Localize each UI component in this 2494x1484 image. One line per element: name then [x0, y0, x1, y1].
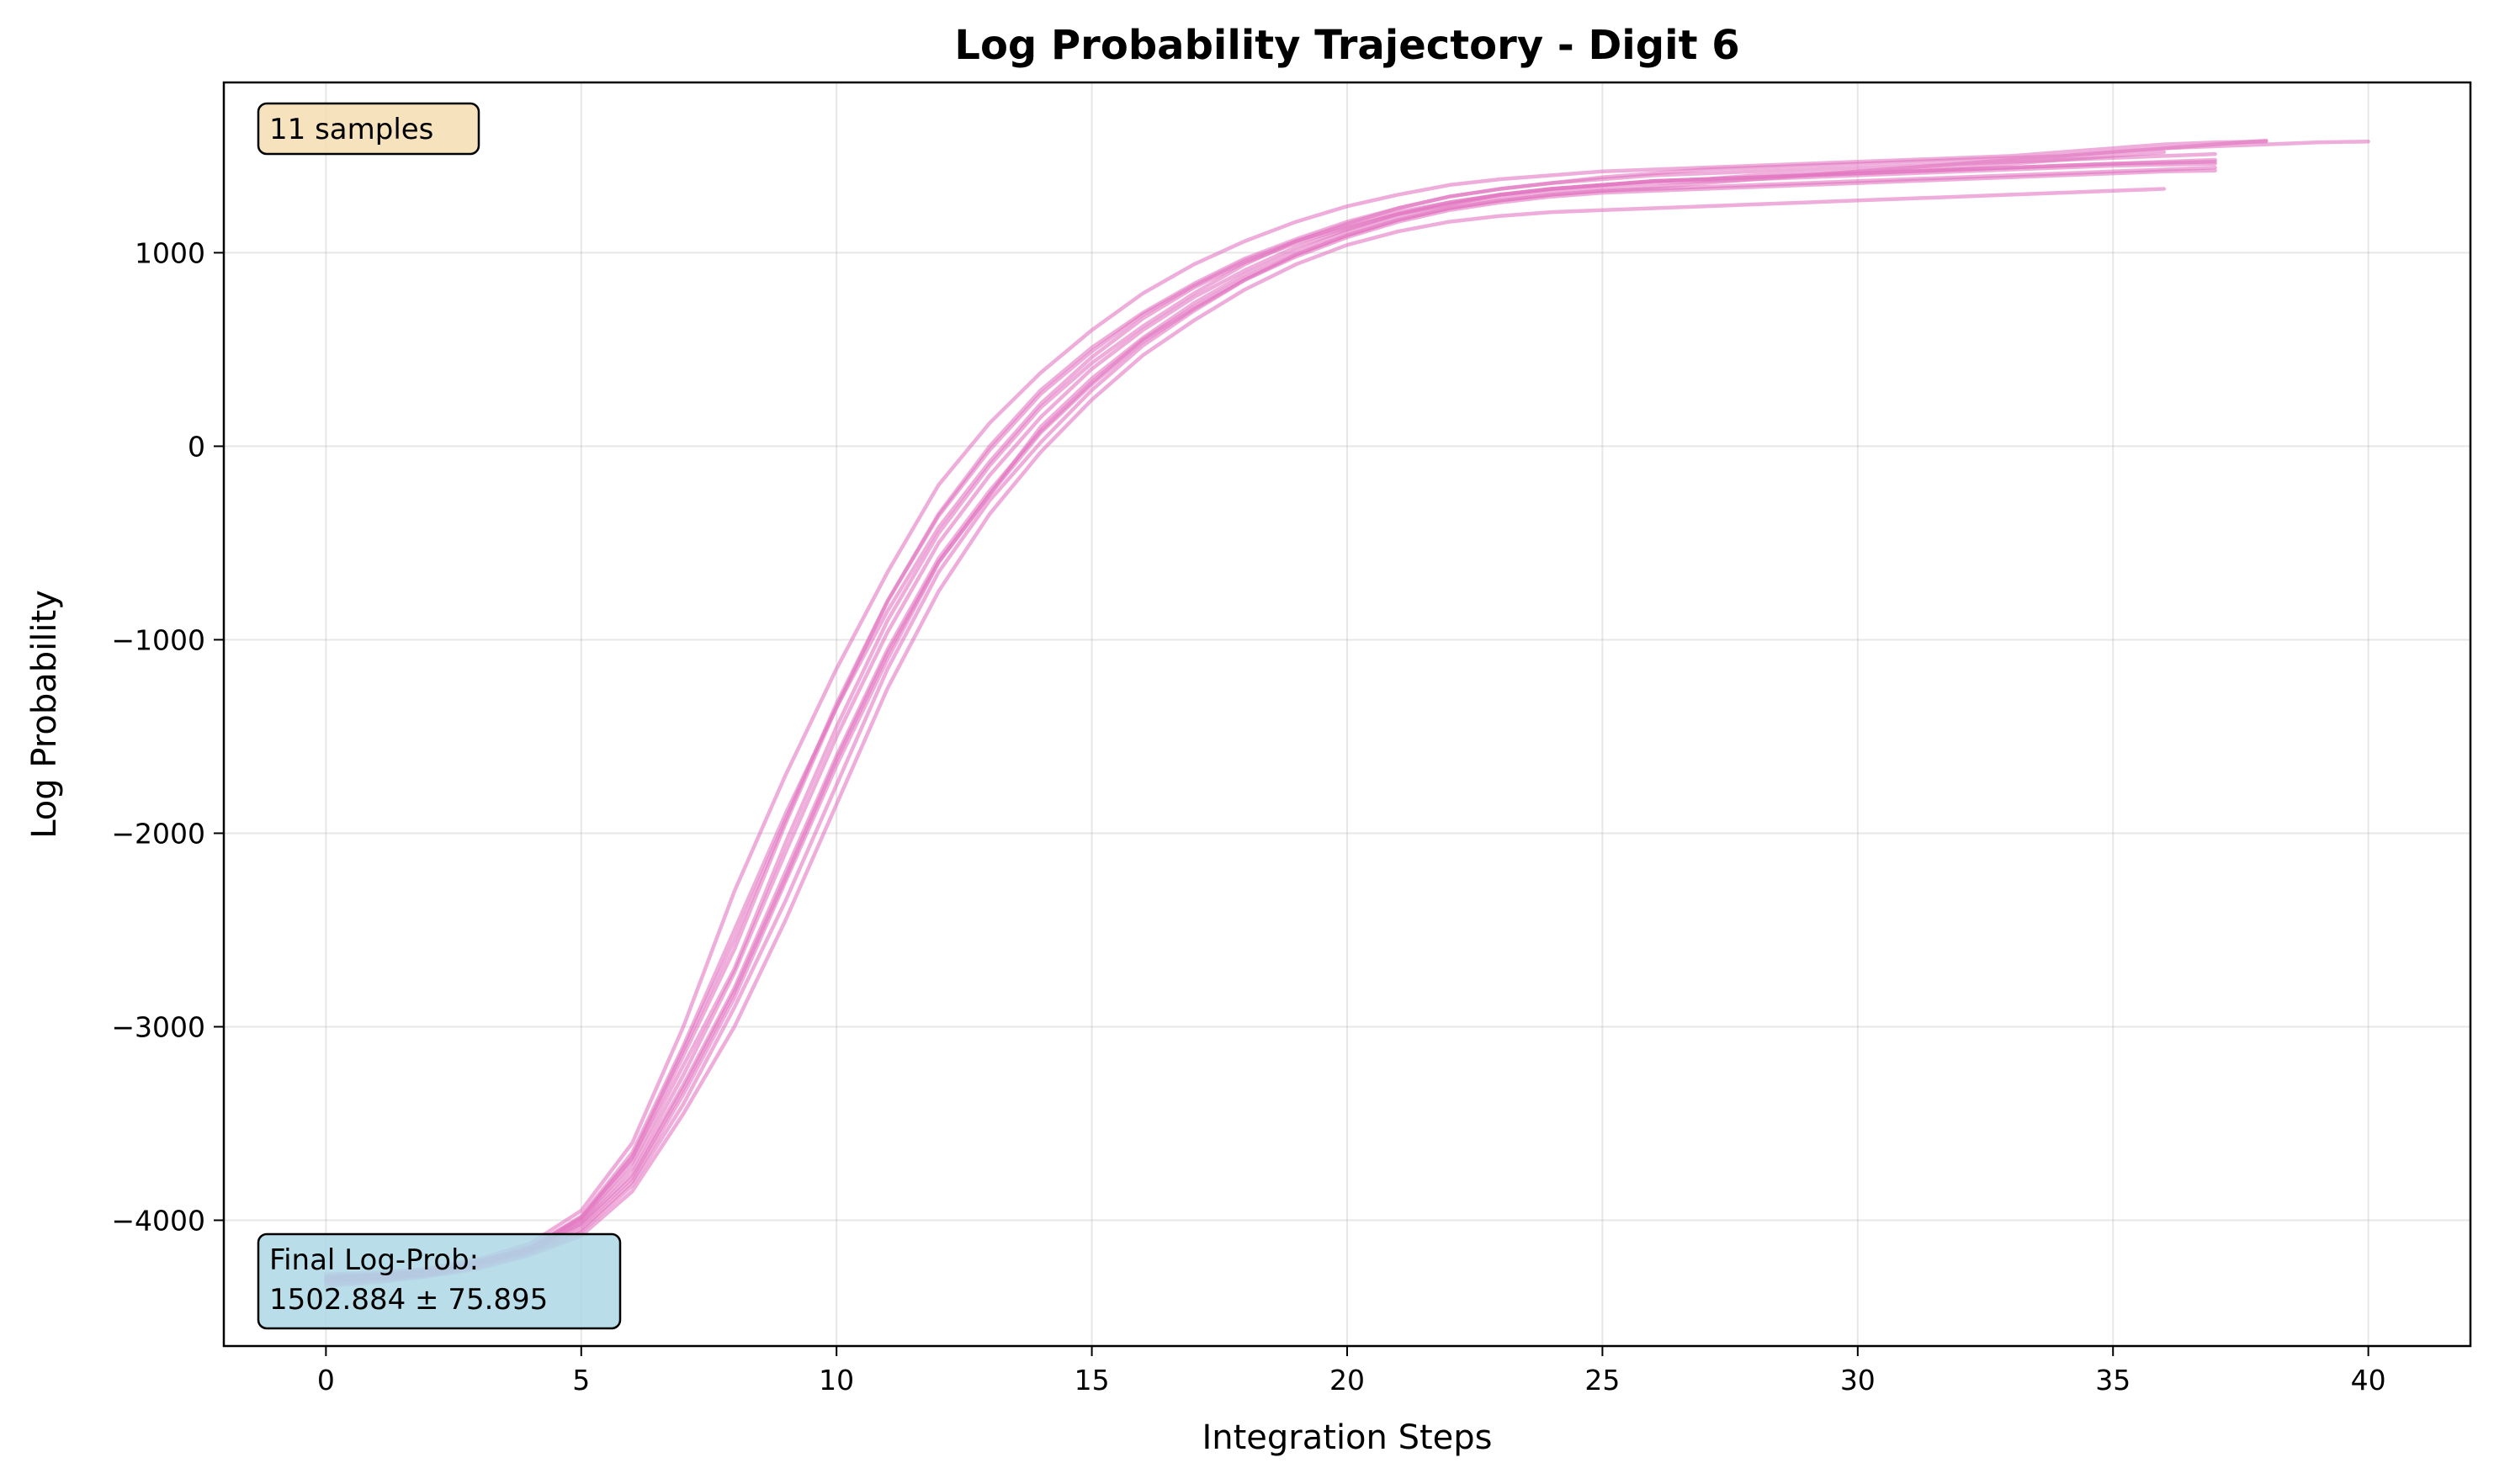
final-logprob-label: Final Log-Prob: — [269, 1243, 479, 1277]
y-tick-label: 0 — [188, 430, 205, 463]
x-tick-label: 5 — [572, 1364, 590, 1397]
x-tick-label: 15 — [1075, 1364, 1110, 1397]
samples-text: 11 samples — [269, 113, 433, 146]
series-line-11 — [324, 150, 2167, 1281]
chart-title: Log Probability Trajectory - Digit 6 — [954, 22, 1739, 69]
samples-annotation: 11 samples — [257, 102, 480, 156]
x-tick-label: 10 — [819, 1364, 854, 1397]
y-axis-label: Log Probability — [25, 590, 64, 839]
y-tick-label: 1000 — [135, 236, 205, 269]
x-axis-ticks: 0 5 10 15 20 25 30 35 40 — [317, 1346, 2386, 1397]
final-logprob-annotation: Final Log-Prob: 1502.884 ± 75.895 — [257, 1232, 622, 1330]
series-line-4 — [324, 187, 2167, 1288]
y-axis-ticks: −4000 −3000 −2000 −1000 0 1000 — [111, 236, 224, 1237]
final-logprob-value: 1502.884 ± 75.895 — [269, 1283, 548, 1317]
series-line-9 — [324, 168, 2217, 1284]
x-tick-label: 0 — [317, 1364, 335, 1397]
series-line-3 — [324, 139, 2268, 1277]
x-tick-label: 35 — [2095, 1364, 2131, 1397]
grid-lines — [224, 82, 2470, 1346]
y-tick-label: −2000 — [111, 817, 205, 850]
samples-box — [257, 102, 480, 156]
x-tick-label: 30 — [1840, 1364, 1876, 1397]
y-tick-label: −1000 — [111, 623, 205, 656]
x-tick-label: 20 — [1329, 1364, 1365, 1397]
series-lines — [324, 138, 2370, 1288]
y-tick-label: −4000 — [111, 1204, 205, 1237]
plot-area — [224, 82, 2470, 1346]
series-line-10 — [324, 160, 2217, 1280]
x-tick-label: 25 — [1584, 1364, 1620, 1397]
y-tick-label: −3000 — [111, 1010, 205, 1043]
x-tick-label: 40 — [2351, 1364, 2386, 1397]
x-axis-label: Integration Steps — [1202, 1418, 1492, 1457]
final-logprob-box — [257, 1232, 622, 1330]
